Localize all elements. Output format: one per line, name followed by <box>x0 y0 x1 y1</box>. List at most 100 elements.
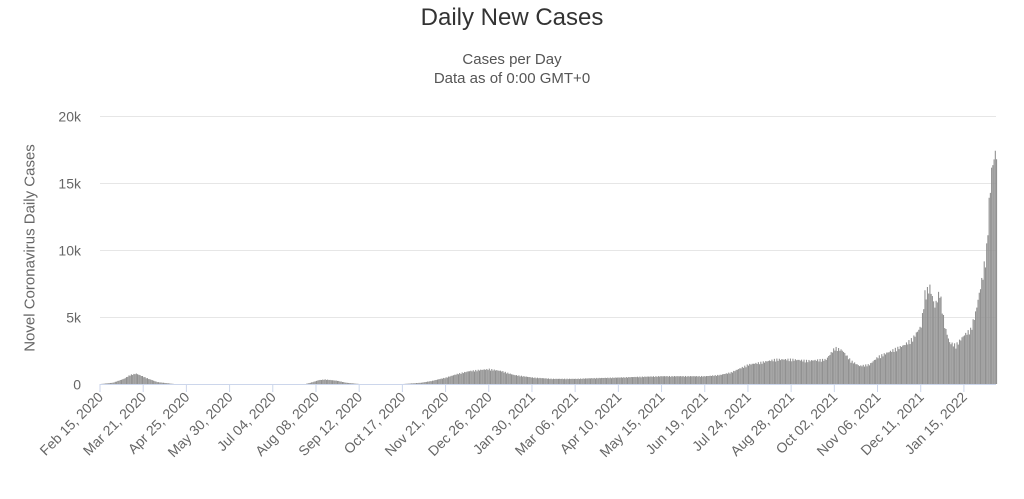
y-tick-label: 0 <box>73 377 81 393</box>
bar <box>480 369 482 384</box>
chart-title: Daily New Cases <box>420 4 604 31</box>
bar <box>829 354 831 384</box>
bar <box>620 377 622 384</box>
bar <box>455 374 457 384</box>
bar <box>751 363 753 384</box>
bar <box>683 376 685 384</box>
bar <box>448 376 450 384</box>
bar <box>803 359 805 384</box>
bar <box>686 376 688 384</box>
bar <box>624 377 626 384</box>
bar <box>582 378 584 384</box>
bar <box>491 369 493 384</box>
bar <box>845 355 847 384</box>
bar <box>570 378 572 384</box>
bar <box>562 379 564 384</box>
bar <box>139 375 141 384</box>
bar <box>834 350 836 384</box>
bar <box>151 380 153 384</box>
bar <box>723 374 725 384</box>
bar <box>731 372 733 384</box>
bar <box>718 375 720 384</box>
bar <box>598 377 600 384</box>
bar <box>165 383 167 384</box>
bar <box>812 360 814 384</box>
bar <box>538 378 540 384</box>
bar <box>736 369 738 384</box>
bar <box>640 377 642 384</box>
bar <box>981 277 983 384</box>
bar <box>871 362 873 384</box>
bar <box>863 366 866 384</box>
bar <box>319 379 321 384</box>
bar <box>539 377 541 384</box>
bar <box>128 375 130 384</box>
bar <box>715 375 717 384</box>
bar <box>433 380 435 384</box>
bar <box>905 342 908 384</box>
bar <box>741 366 743 384</box>
bar <box>918 329 920 384</box>
bar <box>849 358 851 384</box>
bar <box>567 379 569 384</box>
bar <box>950 344 952 384</box>
bar <box>940 296 942 384</box>
bar <box>939 297 941 384</box>
bar <box>649 376 651 384</box>
bar <box>117 380 119 384</box>
bar <box>108 383 110 384</box>
bar <box>946 334 948 384</box>
bar <box>527 376 529 384</box>
bar <box>921 313 924 384</box>
bar <box>311 382 313 384</box>
bar <box>754 363 756 384</box>
bar <box>809 361 811 384</box>
bar <box>934 307 936 384</box>
bar <box>464 371 466 384</box>
bar <box>635 377 637 384</box>
bar <box>444 378 446 384</box>
bar <box>814 359 816 384</box>
bar <box>344 382 346 384</box>
bar <box>161 382 163 384</box>
bar <box>502 371 504 384</box>
bar <box>587 378 589 384</box>
bar <box>770 361 772 384</box>
bar <box>460 374 462 384</box>
bar <box>650 376 652 384</box>
bar <box>419 382 421 384</box>
bar <box>596 377 598 384</box>
bar <box>740 368 742 384</box>
bar <box>646 376 648 384</box>
bar <box>870 363 872 384</box>
bar <box>975 311 977 384</box>
bar <box>583 378 585 384</box>
bar <box>510 374 513 384</box>
bar <box>789 358 792 384</box>
bar <box>660 376 662 384</box>
bar <box>743 367 745 384</box>
bar <box>634 376 636 384</box>
bar <box>324 379 326 384</box>
bar <box>670 376 672 384</box>
bar <box>467 371 469 384</box>
bar <box>417 383 419 384</box>
bar <box>617 377 619 384</box>
bar <box>882 356 884 384</box>
bar <box>478 370 480 384</box>
bar <box>119 380 121 384</box>
bar <box>544 378 546 384</box>
bar <box>335 380 337 384</box>
bar <box>137 374 139 384</box>
bar <box>122 379 124 384</box>
bar <box>514 375 516 384</box>
bar <box>318 380 320 384</box>
bar <box>166 383 168 384</box>
bar <box>488 368 490 384</box>
bar <box>531 377 534 384</box>
bar <box>847 359 850 384</box>
bar <box>561 378 563 384</box>
bar <box>506 373 508 384</box>
bar <box>454 374 456 384</box>
bar <box>817 359 819 384</box>
